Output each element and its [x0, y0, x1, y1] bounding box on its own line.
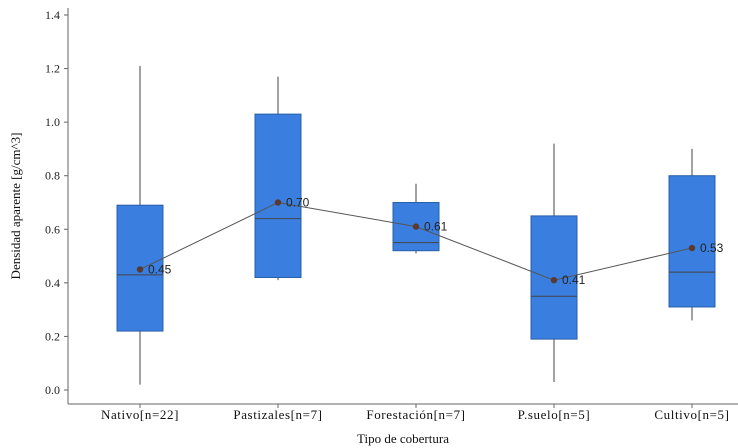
mean-points: 0.45 0.70 0.61 0.41 0.53 — [136, 196, 724, 287]
category-label: Nativo[n=22] — [101, 407, 179, 422]
mean-point — [688, 244, 696, 252]
x-axis: Nativo[n=22] Pastizales[n=7] Forestación[n… — [101, 404, 729, 422]
plot-frame — [67, 8, 738, 405]
mean-point — [274, 199, 282, 206]
mean-point — [550, 276, 558, 284]
y-axis: 0.0 0.2 0.4 0.6 0.8 1.0 1.2 1.4 — [45, 8, 68, 397]
box-group — [392, 183, 440, 254]
mean-point — [412, 223, 420, 230]
y-tick-label: 1.4 — [45, 8, 60, 22]
box — [668, 175, 716, 308]
box-group — [668, 148, 716, 321]
box-group — [530, 143, 578, 382]
mean-value-label: 0.45 — [148, 262, 172, 276]
box-group — [254, 76, 302, 281]
y-tick-label: 1.2 — [45, 62, 60, 76]
x-axis-title: Tipo de cobertura — [357, 431, 449, 446]
y-tick-label: 0.2 — [45, 329, 60, 343]
mean-value-label: 0.41 — [562, 273, 586, 287]
mean-value-label: 0.70 — [286, 196, 310, 210]
mean-value-label: 0.61 — [424, 220, 448, 234]
mean-point — [136, 266, 144, 273]
boxes — [116, 65, 716, 385]
y-tick-label: 0.6 — [45, 222, 60, 236]
y-tick-label: 0.0 — [45, 383, 60, 397]
box-group — [116, 65, 164, 385]
mean-value-label: 0.53 — [700, 241, 724, 255]
y-axis-title: Densidad aparente [g/cm^3] — [8, 133, 23, 280]
category-label: Cultivo[n=5] — [654, 407, 729, 422]
y-tick-label: 1.0 — [45, 115, 60, 129]
category-label: Forestación[n=7] — [366, 407, 465, 422]
box — [254, 113, 302, 278]
y-tick-label: 0.8 — [45, 169, 60, 183]
category-label: Pastizales[n=7] — [233, 407, 322, 422]
y-tick-label: 0.4 — [45, 276, 60, 290]
category-label: P.suelo[n=5] — [518, 407, 591, 422]
